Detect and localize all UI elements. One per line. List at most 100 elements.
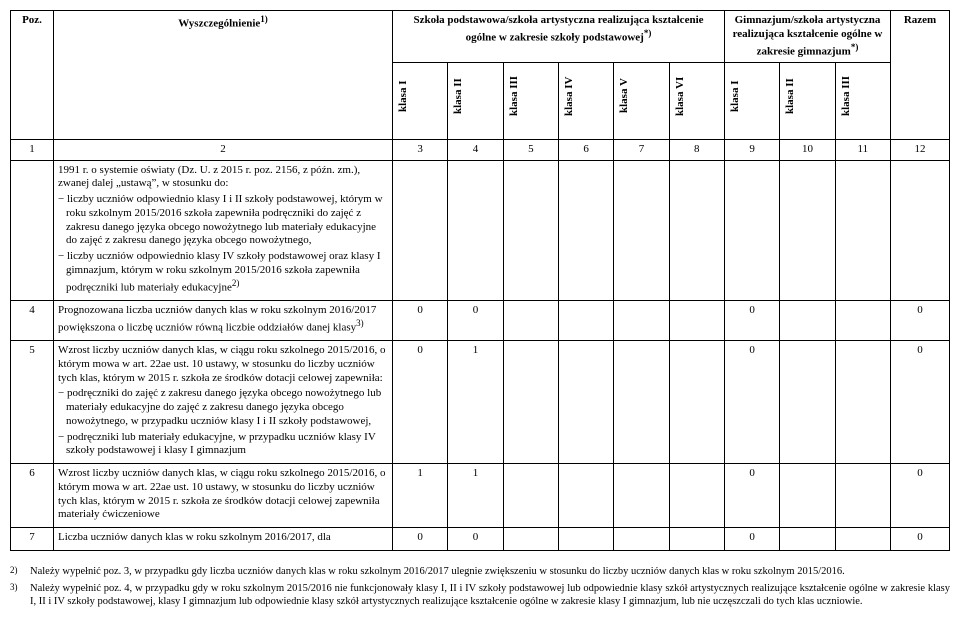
k6-label: klasa VI <box>674 66 720 126</box>
footnotes-block: 2)Należy wypełnić poz. 3, w przypadku gd… <box>10 565 950 608</box>
row-val <box>614 160 669 300</box>
k3-label: klasa III <box>508 66 554 126</box>
row-val: 0 <box>724 301 779 341</box>
row-val <box>393 160 448 300</box>
numcell: 11 <box>835 139 890 160</box>
group2-sup: *) <box>851 42 859 52</box>
row-val <box>669 341 724 464</box>
row-val <box>503 160 558 300</box>
row-pos: 6 <box>11 464 54 528</box>
row-val <box>891 160 950 300</box>
row-val <box>780 528 835 551</box>
row-val: 0 <box>724 341 779 464</box>
col-razem-label: Razem <box>904 14 936 26</box>
numcell: 4 <box>448 139 503 160</box>
row-val <box>558 528 613 551</box>
row-val: 0 <box>891 341 950 464</box>
row-text-line: Wzrost liczby uczniów danych klas, w cią… <box>58 344 388 385</box>
row-text-line: Wzrost liczby uczniów danych klas, w cią… <box>58 467 388 522</box>
row-text-line: 1991 r. o systemie oświaty (Dz. U. z 201… <box>58 164 388 192</box>
row-val <box>503 464 558 528</box>
table-head: Poz. Wyszczególnienie1) Szkoła podstawow… <box>11 11 950 161</box>
k5-label: klasa V <box>618 66 664 126</box>
row-text: Liczba uczniów danych klas w roku szkoln… <box>54 528 393 551</box>
footnote: 3)Należy wypełnić poz. 4, w przypadku gd… <box>10 582 950 608</box>
row-val: 0 <box>448 528 503 551</box>
col-spec: Wyszczególnienie1) <box>54 11 393 140</box>
numcell: 5 <box>503 139 558 160</box>
footnote-num: 3) <box>10 582 24 608</box>
col-klasa-1: klasa I <box>393 62 448 139</box>
row-val <box>669 528 724 551</box>
page: Poz. Wyszczególnienie1) Szkoła podstawow… <box>0 0 960 632</box>
row-val <box>448 160 503 300</box>
row-pos: 7 <box>11 528 54 551</box>
row-val <box>835 464 890 528</box>
col-klasa-4: klasa IV <box>558 62 613 139</box>
col-gim-2: klasa II <box>780 62 835 139</box>
row-val <box>780 464 835 528</box>
row-text: Prognozowana liczba uczniów danych klas … <box>54 301 393 341</box>
col-pos: Poz. <box>11 11 54 140</box>
row-val <box>558 464 613 528</box>
group1-sup: *) <box>644 28 652 38</box>
footnote: 2)Należy wypełnić poz. 3, w przypadku gd… <box>10 565 950 578</box>
row-val <box>614 464 669 528</box>
col-group-primary: Szkoła podstawowa/szkoła artystyczna rea… <box>393 11 725 63</box>
gk3-label: klasa III <box>840 66 886 126</box>
row-text-sup: 2) <box>232 278 240 288</box>
row-text: 1991 r. o systemie oświaty (Dz. U. z 201… <box>54 160 393 300</box>
col-spec-label: Wyszczególnienie <box>178 18 260 30</box>
gk2-label: klasa II <box>784 66 830 126</box>
col-klasa-5: klasa V <box>614 62 669 139</box>
group2-label: Gimnazjum/szkoła artystyczna realizująca… <box>733 14 883 57</box>
row-text-line: − liczby uczniów odpowiednio klasy IV sz… <box>58 250 388 295</box>
row-val: 0 <box>393 341 448 464</box>
row-val: 1 <box>448 464 503 528</box>
row-val: 0 <box>891 464 950 528</box>
row-val <box>558 301 613 341</box>
numcell: 9 <box>724 139 779 160</box>
row-val <box>503 341 558 464</box>
numcell: 1 <box>11 139 54 160</box>
col-razem: Razem <box>891 11 950 140</box>
row-pos: 4 <box>11 301 54 341</box>
k2-label: klasa II <box>452 66 498 126</box>
row-val: 0 <box>393 528 448 551</box>
row-text: Wzrost liczby uczniów danych klas, w cią… <box>54 341 393 464</box>
row-val <box>503 301 558 341</box>
row-val: 0 <box>448 301 503 341</box>
footnote-text: Należy wypełnić poz. 3, w przypadku gdy … <box>30 565 845 578</box>
table-row: 6Wzrost liczby uczniów danych klas, w ci… <box>11 464 950 528</box>
k4-label: klasa IV <box>563 66 609 126</box>
row-text: Wzrost liczby uczniów danych klas, w cią… <box>54 464 393 528</box>
numcell: 12 <box>891 139 950 160</box>
col-gim-1: klasa I <box>724 62 779 139</box>
row-text-sup: 3) <box>356 318 364 328</box>
row-val: 0 <box>891 528 950 551</box>
numcell: 7 <box>614 139 669 160</box>
row-val: 0 <box>724 528 779 551</box>
row-val <box>614 301 669 341</box>
row-val <box>780 160 835 300</box>
table-row: 1991 r. o systemie oświaty (Dz. U. z 201… <box>11 160 950 300</box>
footnote-text: Należy wypełnić poz. 4, w przypadku gdy … <box>30 582 950 608</box>
row-pos: 5 <box>11 341 54 464</box>
row-val: 1 <box>393 464 448 528</box>
row-val <box>669 160 724 300</box>
col-klasa-6: klasa VI <box>669 62 724 139</box>
row-val <box>835 528 890 551</box>
col-klasa-3: klasa III <box>503 62 558 139</box>
row-pos <box>11 160 54 300</box>
row-val <box>503 528 558 551</box>
table-row: 5Wzrost liczby uczniów danych klas, w ci… <box>11 341 950 464</box>
row-text-line: − podręczniki do zajęć z zakresu danego … <box>58 387 388 428</box>
main-table: Poz. Wyszczególnienie1) Szkoła podstawow… <box>10 10 950 551</box>
gk1-label: klasa I <box>729 66 775 126</box>
table-row: 7Liczba uczniów danych klas w roku szkol… <box>11 528 950 551</box>
row-val: 1 <box>448 341 503 464</box>
row-val <box>780 341 835 464</box>
row-text-line: Prognozowana liczba uczniów danych klas … <box>58 304 388 335</box>
k1-label: klasa I <box>397 66 443 126</box>
row-val <box>669 464 724 528</box>
